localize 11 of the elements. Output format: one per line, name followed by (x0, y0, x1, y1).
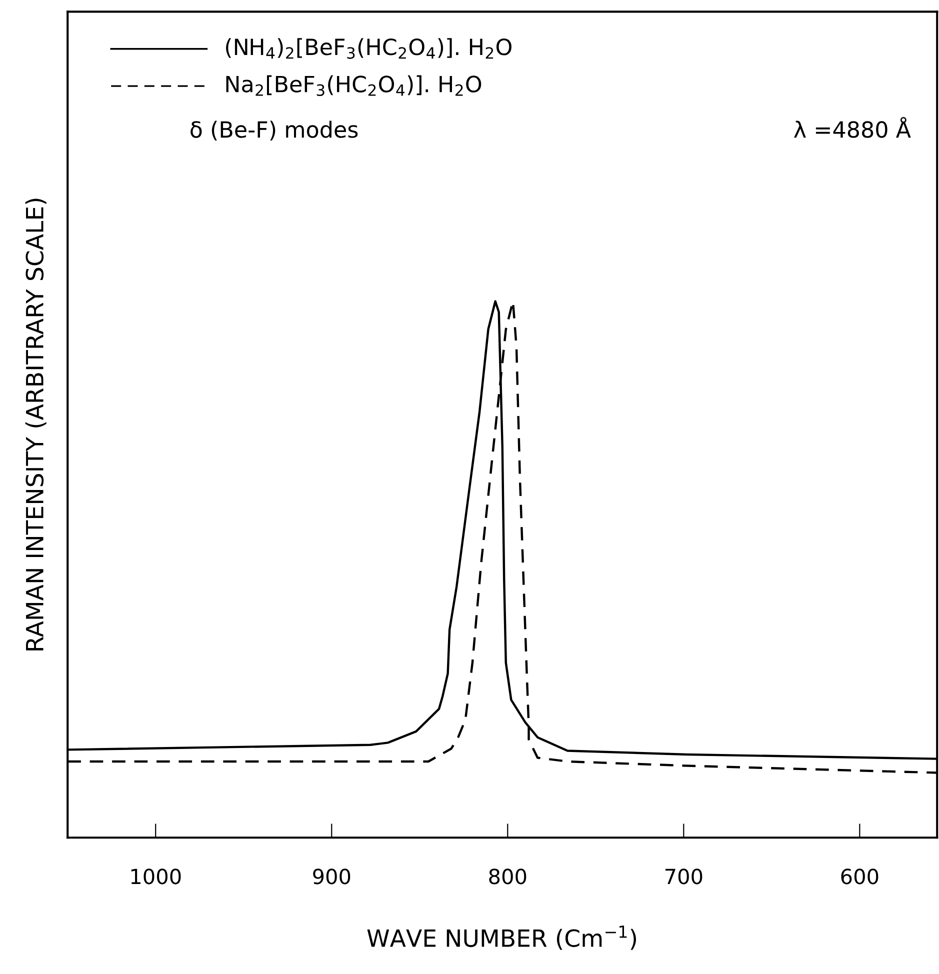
x-axis-title: WAVE NUMBER (Cm$^{−1}$) (367, 926, 636, 950)
y-axis-title: RAMAN INTENSITY (ARBITRARY SCALE) (25, 198, 46, 650)
text: λ =4880 Å (794, 116, 911, 138)
x-tick-label: 1000 (131, 868, 181, 884)
x-tick-label: 600 (841, 868, 878, 884)
text: δ (Be-F) modes (190, 120, 358, 141)
x-tick-label: 900 (313, 868, 350, 884)
text: Na$_{2}$[BeF$_{3}$(HC$_{2}$O$_{4}$)]. H$_{2}$O (226, 75, 482, 96)
text: (NH$_{4}$)$_{2}$[BeF$_{3}$(HC$_{2}$O$_{4}$)]. H$_{2}$O (226, 38, 512, 59)
x-tick-label: 700 (665, 868, 702, 884)
x-tick-label: 800 (489, 868, 526, 884)
